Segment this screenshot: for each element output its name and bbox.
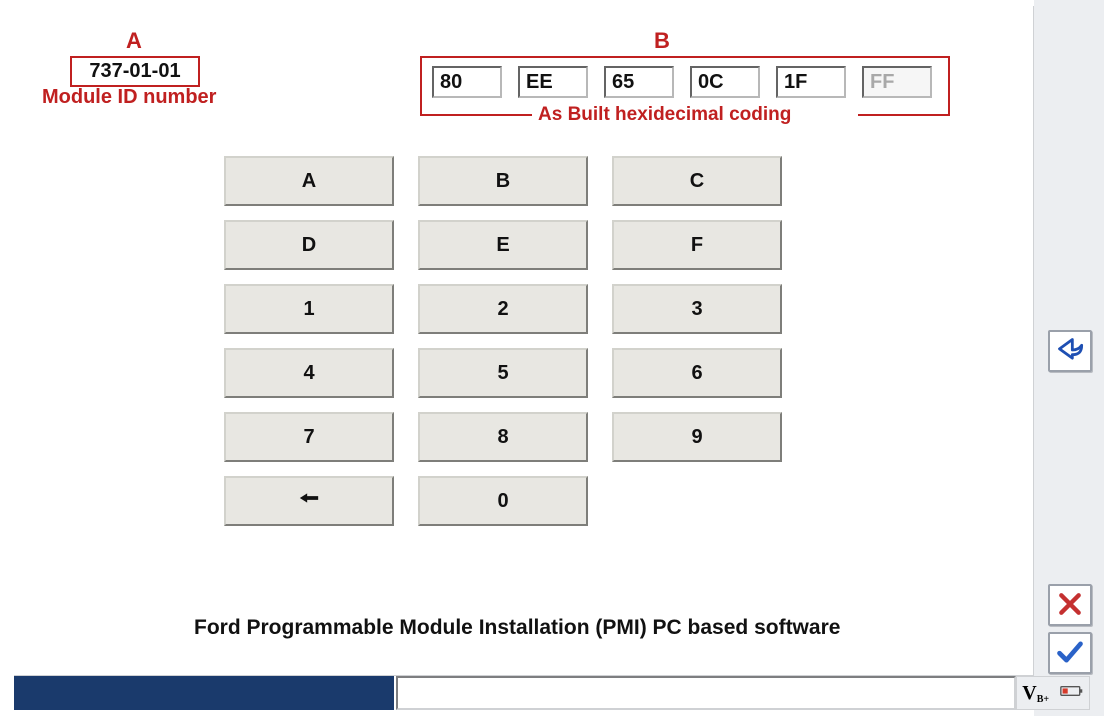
back-button[interactable] [1048, 330, 1092, 372]
hex-fields [432, 66, 932, 98]
keypad-key-e[interactable]: E [418, 220, 588, 270]
keypad-key-0[interactable]: 0 [418, 476, 588, 526]
module-id-box: 737-01-01 [70, 56, 200, 87]
vehicle-voltage-icon: VB+ [1022, 682, 1049, 705]
keypad-key-2[interactable]: 2 [418, 284, 588, 334]
module-id-label: Module ID number [42, 86, 216, 109]
keypad-key-1[interactable]: 1 [224, 284, 394, 334]
keypad-key-label: 2 [497, 298, 508, 321]
keypad-key-b[interactable]: B [418, 156, 588, 206]
back-arrow-icon [1056, 336, 1084, 367]
keypad-key-f[interactable]: F [612, 220, 782, 270]
keypad-key-3[interactable]: 3 [612, 284, 782, 334]
keypad-key-label: A [302, 170, 316, 193]
keypad-key-label: 9 [691, 426, 702, 449]
status-text-field [396, 676, 1016, 710]
hex-field-3[interactable] [690, 66, 760, 98]
hex-field-1[interactable] [518, 66, 588, 98]
main-panel: A 737-01-01 Module ID number B As Built … [14, 6, 1034, 676]
keypad-key-label: 0 [497, 490, 508, 513]
keypad: A B C D E F 1 2 3 4 5 6 7 8 9 0 [224, 156, 782, 526]
annotation-a-letter: A [126, 28, 142, 54]
keypad-key-label: 6 [691, 362, 702, 385]
backspace-arrow-icon [298, 489, 320, 513]
keypad-key-label: D [302, 234, 316, 257]
keypad-key-c[interactable]: C [612, 156, 782, 206]
keypad-key-label: 1 [303, 298, 314, 321]
voltage-sub: B+ [1037, 694, 1049, 705]
hex-group-label: As Built hexidecimal coding [534, 104, 795, 126]
keypad-key-4[interactable]: 4 [224, 348, 394, 398]
keypad-key-8[interactable]: 8 [418, 412, 588, 462]
status-bar: VB+ [14, 676, 1090, 710]
hex-field-4[interactable] [776, 66, 846, 98]
cancel-button[interactable] [1048, 584, 1092, 626]
voltage-letter: V [1022, 682, 1036, 704]
keypad-key-label: 8 [497, 426, 508, 449]
hex-field-2[interactable] [604, 66, 674, 98]
keypad-key-label: B [496, 170, 510, 193]
keypad-key-7[interactable]: 7 [224, 412, 394, 462]
app-root: A 737-01-01 Module ID number B As Built … [0, 0, 1104, 716]
keypad-key-label: 5 [497, 362, 508, 385]
keypad-backspace[interactable] [224, 476, 394, 526]
keypad-key-6[interactable]: 6 [612, 348, 782, 398]
keypad-key-a[interactable]: A [224, 156, 394, 206]
keypad-key-label: 4 [303, 362, 314, 385]
battery-icon [1060, 684, 1084, 703]
hex-field-5 [862, 66, 932, 98]
keypad-key-label: 7 [303, 426, 314, 449]
cancel-x-icon [1057, 591, 1083, 620]
ok-button[interactable] [1048, 632, 1092, 674]
hex-field-0[interactable] [432, 66, 502, 98]
keypad-key-label: F [691, 234, 703, 257]
annotation-b-letter: B [654, 28, 670, 54]
status-progress-region [14, 676, 394, 710]
keypad-key-label: E [496, 234, 509, 257]
keypad-key-label: 3 [691, 298, 702, 321]
keypad-key-9[interactable]: 9 [612, 412, 782, 462]
keypad-key-d[interactable]: D [224, 220, 394, 270]
keypad-key-5[interactable]: 5 [418, 348, 588, 398]
check-icon [1056, 638, 1084, 669]
keypad-key-label: C [690, 170, 704, 193]
caption-text: Ford Programmable Module Installation (P… [194, 616, 840, 640]
status-icons: VB+ [1016, 676, 1090, 710]
